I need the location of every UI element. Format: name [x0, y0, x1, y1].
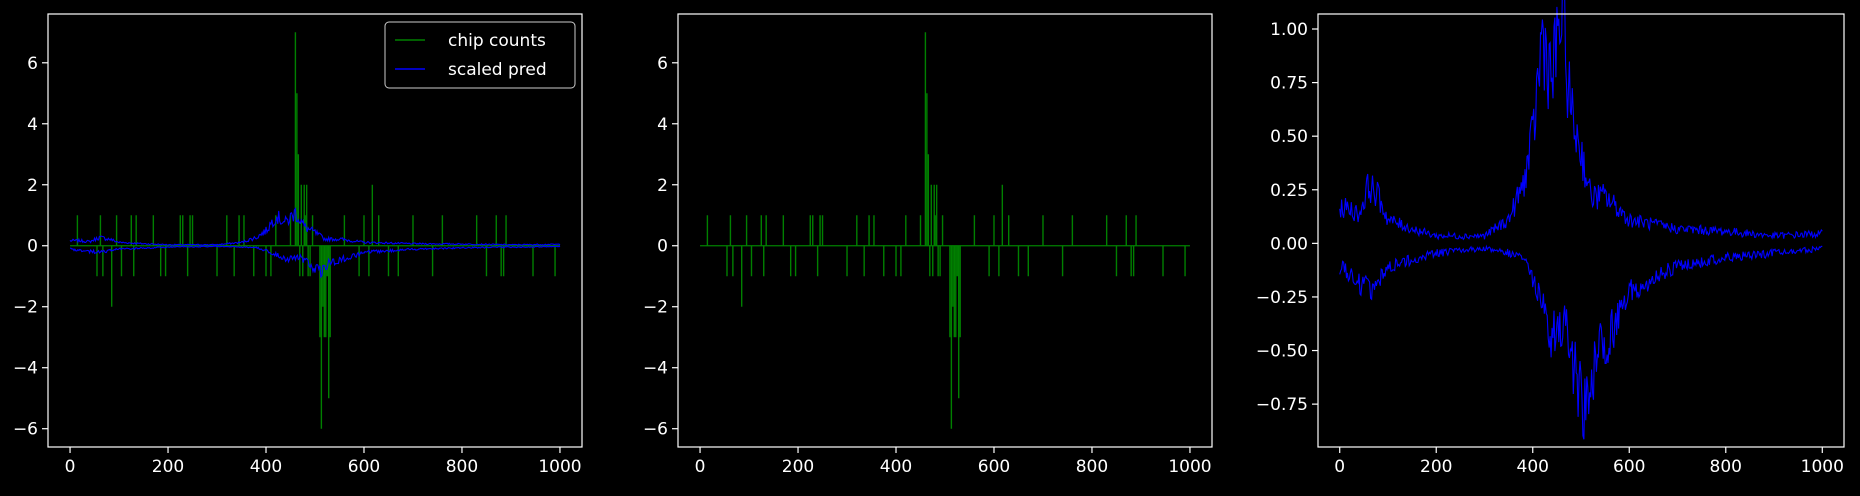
- y-tick-label: 0: [27, 237, 38, 257]
- legend-label: scaled pred: [448, 60, 547, 80]
- x-tick-label: 0: [695, 457, 706, 477]
- x-tick-label: 0: [1334, 457, 1345, 477]
- chart-panel-2: 0 200 400 600 800 1000 −6 −4 −2 0 2 4 6: [643, 13, 1213, 477]
- lower-trace-line: [70, 245, 561, 279]
- upper-trace-line: [1339, 0, 1823, 241]
- x-tick-label: 800: [446, 457, 478, 477]
- upper-trace-line: [69, 206, 561, 246]
- y-tick-label: 0.75: [1270, 74, 1308, 94]
- y-tick-label: −4: [643, 359, 668, 379]
- y-tick-label: −0.50: [1256, 342, 1308, 362]
- y-tick-label: 2: [657, 176, 668, 196]
- y-tick-label: −2: [643, 298, 668, 318]
- chart-panel-1: 0 200 400 600 800 1000 −6 −4 −2 0 2 4 6 chip counts sc…: [13, 13, 583, 477]
- chip-counts-series: [70, 32, 560, 429]
- axes-frame: [677, 13, 1213, 448]
- x-tick-label: 600: [1613, 457, 1645, 477]
- lower-trace-line: [1339, 244, 1823, 440]
- y-tick-label: 6: [657, 54, 668, 74]
- x-tick-label: 1000: [1168, 457, 1211, 477]
- x-tick-label: 200: [782, 457, 814, 477]
- x-tick-label: 400: [250, 457, 282, 477]
- y-tick-label: −6: [643, 420, 668, 440]
- x-tick-label: 600: [348, 457, 380, 477]
- y-tick-label: −0.75: [1256, 395, 1308, 415]
- series-1-series: [700, 32, 1190, 429]
- x-tick-label: 1000: [1801, 457, 1844, 477]
- y-tick-label: 6: [27, 54, 38, 74]
- y-tick-label: 0.50: [1270, 127, 1308, 147]
- x-tick-label: 1000: [538, 457, 581, 477]
- plot-area: [678, 14, 1212, 447]
- legend-label: chip counts: [448, 31, 546, 51]
- chart-panel-3: 0 200 400 600 800 1000 −0.75 −0.50 −0.25 0.00 0.25…: [1256, 0, 1845, 477]
- scaled-pred-series: [69, 206, 561, 279]
- y-tick-label: −6: [13, 420, 38, 440]
- x-tick-label: 200: [1420, 457, 1452, 477]
- x-tick-label: 0: [65, 457, 76, 477]
- y-tick-label: 0.25: [1270, 181, 1308, 201]
- y-tick-label: −2: [13, 298, 38, 318]
- axes-frame: [1317, 13, 1845, 448]
- y-tick-label: −0.25: [1256, 288, 1308, 308]
- legend: chip counts scaled pred: [384, 21, 576, 89]
- y-tick-label: 2: [27, 176, 38, 196]
- x-tick-label: 800: [1076, 457, 1108, 477]
- axes-frame: [47, 13, 583, 448]
- x-tick-label: 400: [880, 457, 912, 477]
- y-tick-label: 0: [657, 237, 668, 257]
- y-tick-label: 0.00: [1270, 234, 1308, 254]
- legend-box: [384, 21, 576, 89]
- x-tick-label: 800: [1710, 457, 1742, 477]
- x-tick-label: 400: [1517, 457, 1549, 477]
- x-tick-label: 600: [978, 457, 1010, 477]
- y-tick-label: 4: [27, 115, 38, 135]
- y-tick-label: 4: [657, 115, 668, 135]
- y-tick-label: −4: [13, 359, 38, 379]
- series-1-series: [1339, 0, 1823, 440]
- y-tick-label: 1.00: [1270, 20, 1308, 40]
- x-tick-label: 200: [152, 457, 184, 477]
